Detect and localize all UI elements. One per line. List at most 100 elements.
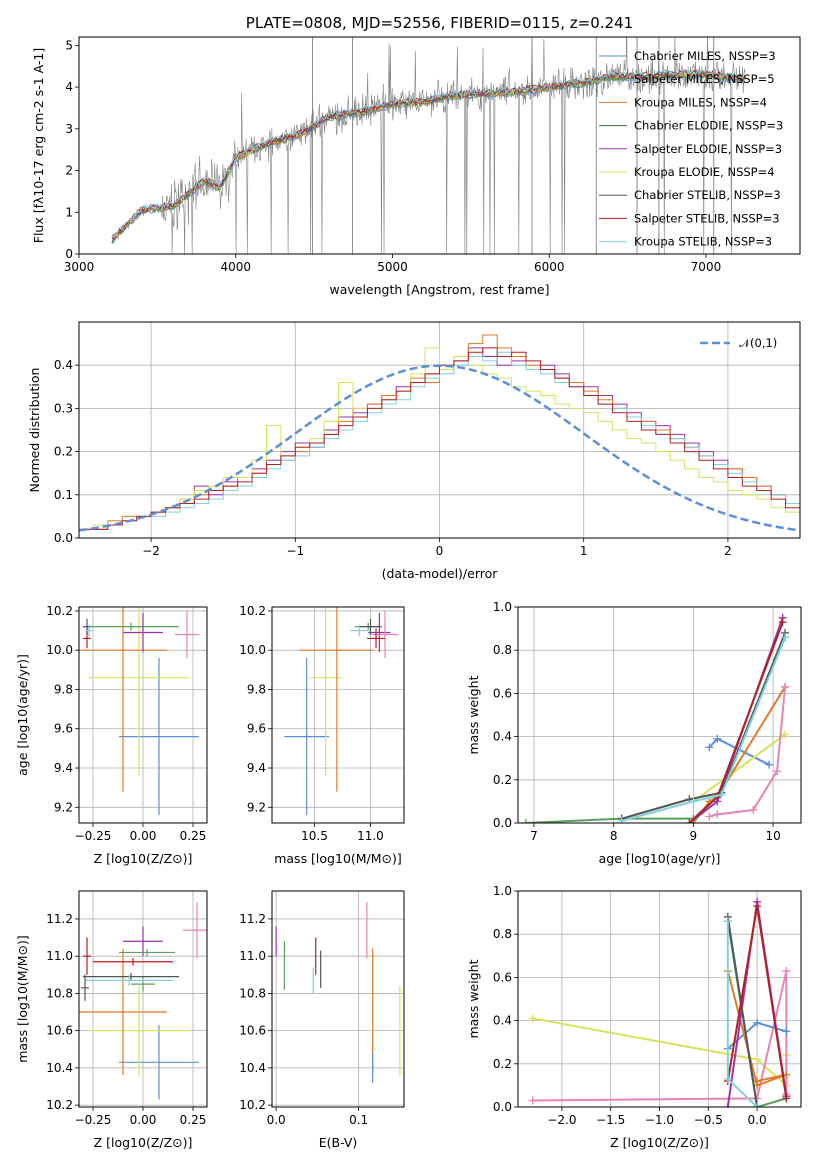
data-point — [367, 628, 385, 649]
spectrum-panel: 3000 4000 5000 6000 7000 0 1 2 3 4 5 wavelength [An… — [31, 14, 801, 297]
plot-area — [521, 613, 790, 823]
x-tick-label: 0.0 — [748, 1113, 767, 1127]
x-tick-label: 6000 — [534, 260, 565, 274]
series-line — [621, 632, 786, 820]
data-point — [81, 974, 89, 1001]
y-tick-label: 0.0 — [493, 816, 512, 830]
y-tick-label: 9.6 — [247, 722, 266, 736]
series-marker — [723, 1103, 732, 1107]
series-marker — [705, 812, 714, 821]
x-axis-label: Z [log10(Z/Z⊙)] — [94, 851, 193, 866]
series-marker — [749, 806, 758, 815]
x-tick-label: −1.5 — [596, 1113, 625, 1127]
legend-entry: Salpeter ELODIE, NSSP=3 — [634, 142, 782, 156]
series-marker — [773, 767, 782, 776]
series-marker — [753, 902, 762, 911]
normal-curve — [79, 364, 800, 532]
x-tick-label: 5000 — [377, 260, 408, 274]
y-tick-label: 10.4 — [46, 1061, 73, 1075]
x-tick-label: 0.00 — [130, 1113, 157, 1127]
y-tick-label: 0.4 — [493, 730, 512, 744]
series-marker — [713, 810, 722, 819]
chart-title: PLATE=0808, MJD=52556, FIBERID=0115, z=0… — [246, 14, 633, 32]
series-marker — [528, 1014, 537, 1023]
y-tick-label: 9.4 — [247, 761, 266, 775]
x-tick-label: 10.5 — [301, 829, 328, 843]
series-marker — [781, 633, 790, 642]
mass-vs-ebv-panel: 0.0 0.1 10.2 10.4 10.6 10.8 11.0 11.2 E(B-V) — [239, 890, 405, 1150]
y-tick-label: 10.0 — [46, 643, 73, 657]
x-tick-label: 1 — [580, 544, 588, 558]
x-tick-label: −0.25 — [75, 829, 112, 843]
plot-area — [275, 902, 401, 1083]
x-tick-label: −2.0 — [547, 1113, 576, 1127]
y-tick-label: 9.6 — [54, 722, 73, 736]
residual-histogram-panel: −2 −1 0 1 2 0.0 0.1 0.2 0.3 0.4 (data-model)/error… — [27, 321, 801, 581]
y-tick-label: 9.4 — [54, 761, 73, 775]
axes-frame — [271, 606, 405, 824]
x-tick-label: 2 — [724, 544, 732, 558]
data-point — [85, 624, 93, 637]
y-tick-label: 10.0 — [239, 643, 266, 657]
x-tick-label: 0 — [436, 544, 444, 558]
y-tick-label: 0.6 — [493, 970, 512, 984]
y-tick-label: 9.2 — [54, 800, 73, 814]
series-marker — [521, 819, 530, 823]
data-point — [83, 972, 179, 981]
data-point — [93, 958, 173, 966]
legend-entry: Salpeter MILES, NSSP=5 — [634, 72, 775, 86]
data-point — [350, 624, 369, 637]
data-point — [359, 618, 382, 635]
series-marker — [617, 816, 626, 823]
y-axis-label: mass weight — [466, 675, 481, 754]
data-point — [119, 658, 199, 816]
data-point — [299, 607, 374, 792]
x-tick-label: 4000 — [220, 260, 251, 274]
y-tick-label: 10.6 — [46, 1024, 73, 1038]
x-tick-label: 3000 — [64, 260, 95, 274]
series-marker — [782, 966, 791, 975]
axes-frame — [517, 606, 802, 824]
x-axis-label: Z [log10(Z/Z⊙)] — [94, 1135, 193, 1150]
plot-area — [284, 607, 399, 816]
series-line — [692, 686, 786, 823]
y-tick-label: 10.4 — [239, 1061, 266, 1075]
series-marker — [705, 743, 714, 752]
mass-vs-metallicity-panel: −0.25 0.00 0.25 10.2 10.4 10.6 10.8 11.0 11.2 Z [… — [15, 890, 208, 1150]
data-point — [123, 612, 163, 653]
y-tick-label: 0.3 — [54, 401, 73, 415]
x-tick-label: 0.0 — [267, 1113, 286, 1127]
y-tick-label: 0.4 — [54, 358, 73, 372]
legend-entry: Kroupa ELODIE, NSSP=4 — [634, 165, 775, 179]
data-point — [131, 976, 155, 992]
x-tick-label: 7 — [530, 829, 538, 843]
x-tick-label: −1 — [286, 544, 304, 558]
data-point — [119, 1025, 199, 1100]
data-point — [175, 610, 199, 659]
y-tick-label: 0.8 — [493, 643, 512, 657]
y-tick-label: 4 — [65, 80, 73, 94]
y-tick-label: 10.8 — [46, 986, 73, 1000]
series-marker — [723, 917, 732, 926]
axes-frame — [271, 890, 405, 1108]
x-tick-label: −0.5 — [694, 1113, 723, 1127]
plot-area — [528, 897, 791, 1107]
x-tick-label: −0.25 — [75, 1113, 112, 1127]
series-line — [726, 970, 787, 1087]
legend-entry: Salpeter STELIB, NSSP=3 — [634, 211, 780, 225]
y-tick-label: 0 — [65, 247, 73, 261]
data-point — [83, 622, 179, 631]
y-tick-label: 0.8 — [493, 927, 512, 941]
x-tick-label: −1.0 — [645, 1113, 674, 1127]
x-tick-label: 10 — [765, 829, 780, 843]
data-point — [89, 607, 189, 776]
data-point — [83, 937, 91, 975]
y-tick-label: 1.0 — [493, 600, 512, 614]
series-marker — [782, 1094, 791, 1103]
series-line — [688, 621, 784, 823]
series-marker — [713, 734, 722, 743]
y-tick-label: 1.0 — [493, 884, 512, 898]
y-tick-label: 11.2 — [239, 912, 266, 926]
legend-entry: Chabrier ELODIE, NSSP=3 — [634, 119, 783, 133]
y-tick-label: 3 — [65, 122, 73, 136]
